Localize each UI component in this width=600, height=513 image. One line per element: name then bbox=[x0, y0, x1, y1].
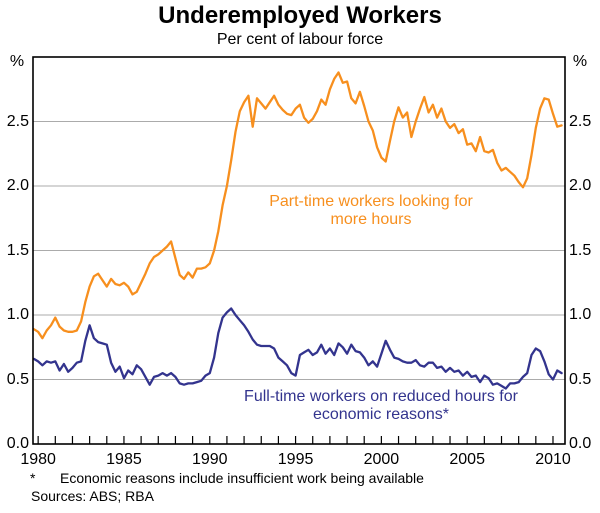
y-axis-label-right: 1.5 bbox=[569, 241, 592, 259]
series-label-full-time: Full-time workers on reduced hours for e… bbox=[215, 388, 547, 424]
y-axis-label-right: 2.5 bbox=[569, 112, 592, 130]
x-axis-label: 1985 bbox=[106, 451, 142, 468]
footnote-text: Economic reasons include insufficient wo… bbox=[60, 470, 424, 486]
series-line-part-time bbox=[32, 71, 563, 340]
y-axis-label-right: 2.0 bbox=[569, 177, 592, 194]
footnote-marker: * bbox=[30, 470, 36, 486]
plot-frame bbox=[32, 56, 566, 445]
series-line-full-time bbox=[32, 307, 563, 390]
y-axis-label-right: 1.0 bbox=[569, 306, 592, 323]
y-axis-unit-left: % bbox=[9, 53, 25, 70]
y-axis-label-left: 1.0 bbox=[6, 306, 29, 323]
y-axis-label-left: 0.5 bbox=[6, 370, 29, 388]
x-axis-label: 1990 bbox=[191, 451, 228, 468]
y-axis-label-left: 2.0 bbox=[6, 177, 29, 194]
x-axis-label: 2005 bbox=[449, 451, 485, 468]
y-axis-label-left: 2.5 bbox=[6, 112, 29, 130]
y-axis-label-left: 0.0 bbox=[6, 435, 29, 452]
x-axis-label: 1980 bbox=[20, 451, 56, 468]
series-label-full-time-line2: economic reasons* bbox=[312, 406, 450, 423]
x-axis-label: 1995 bbox=[277, 451, 314, 468]
series-label-part-time-line1: Part-time workers looking for bbox=[269, 193, 473, 210]
series-label-full-time-line1: Full-time workers on reduced hours for bbox=[244, 388, 518, 405]
series-label-part-time-line2: more hours bbox=[330, 211, 412, 228]
chart-subtitle: Per cent of labour force bbox=[216, 31, 384, 48]
y-axis-label-right: 0.0 bbox=[569, 435, 592, 452]
footnote: * Economic reasons include insufficient … bbox=[30, 470, 424, 486]
x-axis-label: 2010 bbox=[535, 451, 571, 468]
series-label-part-time: Part-time workers looking for more hours bbox=[241, 193, 501, 229]
sources-line: Sources: ABS; RBA bbox=[31, 488, 154, 504]
chart-title: Underemployed Workers bbox=[158, 2, 442, 29]
y-axis-label-right: 0.5 bbox=[569, 370, 592, 388]
y-axis-label-left: 1.5 bbox=[6, 241, 29, 259]
x-axis-label: 2000 bbox=[363, 451, 400, 468]
y-axis-unit-right: % bbox=[572, 53, 588, 70]
